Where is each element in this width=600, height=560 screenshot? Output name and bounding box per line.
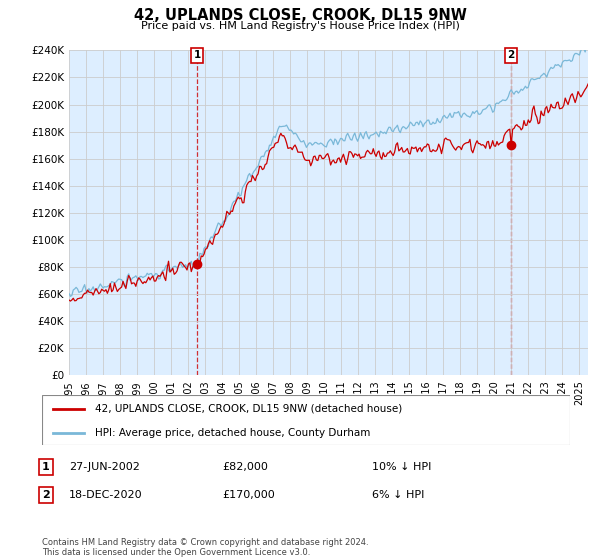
Text: 1: 1: [193, 50, 200, 60]
Text: 2: 2: [42, 490, 50, 500]
Text: 42, UPLANDS CLOSE, CROOK, DL15 9NW: 42, UPLANDS CLOSE, CROOK, DL15 9NW: [134, 8, 466, 24]
FancyBboxPatch shape: [42, 395, 570, 445]
Text: 18-DEC-2020: 18-DEC-2020: [69, 490, 143, 500]
Text: 42, UPLANDS CLOSE, CROOK, DL15 9NW (detached house): 42, UPLANDS CLOSE, CROOK, DL15 9NW (deta…: [95, 404, 402, 414]
Text: 2: 2: [508, 50, 515, 60]
Text: 27-JUN-2002: 27-JUN-2002: [69, 462, 140, 472]
Text: 1: 1: [42, 462, 50, 472]
Text: 6% ↓ HPI: 6% ↓ HPI: [372, 490, 424, 500]
Text: Price paid vs. HM Land Registry's House Price Index (HPI): Price paid vs. HM Land Registry's House …: [140, 21, 460, 31]
Text: £170,000: £170,000: [222, 490, 275, 500]
Text: HPI: Average price, detached house, County Durham: HPI: Average price, detached house, Coun…: [95, 428, 370, 437]
Text: 10% ↓ HPI: 10% ↓ HPI: [372, 462, 431, 472]
Text: £82,000: £82,000: [222, 462, 268, 472]
Text: Contains HM Land Registry data © Crown copyright and database right 2024.
This d: Contains HM Land Registry data © Crown c…: [42, 538, 368, 557]
